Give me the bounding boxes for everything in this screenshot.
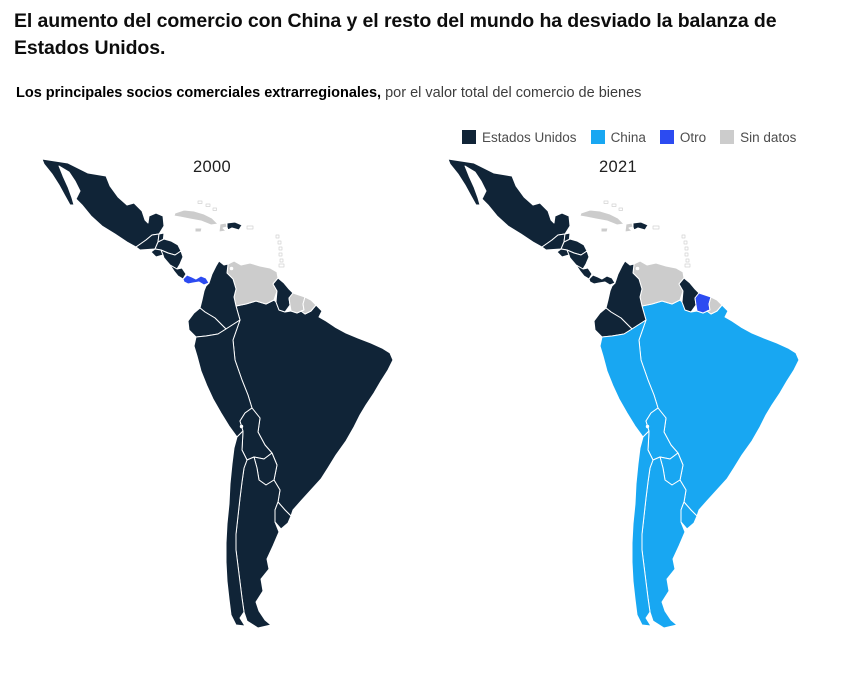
country-suriname-2021 [694, 292, 712, 314]
country-panama-2021 [588, 274, 616, 286]
map-year-label-2000: 2000 [193, 158, 231, 176]
country-jamaica-2000 [194, 227, 203, 233]
choropleth-map-2021 [447, 158, 800, 629]
legend-label-china: China [610, 129, 646, 145]
country-chile-2000 [225, 430, 248, 627]
country-uruguay-2021 [680, 501, 698, 530]
country-dominican_republic-2021 [632, 221, 649, 231]
country-haiti-2021 [624, 222, 634, 233]
country-trinidad_tobago-2021 [684, 263, 691, 268]
country-uruguay-2000 [274, 501, 292, 530]
country-costa_rica-2021 [575, 264, 593, 280]
lake-titicaca-2021 [645, 424, 650, 429]
country-mexico-2000 [41, 158, 165, 248]
country-el_salvador-2000 [150, 248, 164, 258]
country-peru-2000 [193, 319, 253, 438]
country-lesser_antilles-2021 [681, 234, 690, 263]
country-nicaragua-2000 [160, 249, 184, 270]
chart-subtitle: Los principales socios comerciales extra… [16, 84, 836, 103]
legend-item-estados-unidos: Estados Unidos [462, 130, 577, 145]
country-guyana-2000 [272, 277, 294, 313]
legend-label-sin-datos: Sin datos [740, 129, 797, 145]
country-colombia-2021 [605, 260, 647, 330]
chart-subtitle-bold: Los principales socios comerciales extra… [16, 85, 382, 101]
country-puerto_rico-2000 [246, 225, 254, 230]
country-haiti-2000 [218, 222, 228, 233]
country-trinidad_tobago-2000 [278, 263, 285, 268]
country-jamaica-2021 [600, 227, 609, 233]
lake-maracaibo-2021 [635, 266, 640, 271]
country-mexico-2021 [447, 158, 571, 248]
legend-swatch-otro [659, 130, 674, 144]
chart-subtitle-rest: por el valor total del comercio de biene… [381, 85, 642, 101]
choropleth-map-2000 [41, 158, 394, 629]
legend: Estados Unidos China Otro Sin datos [462, 128, 796, 146]
legend-swatch-sin-datos [720, 130, 735, 144]
country-french_guiana-2021 [706, 296, 723, 315]
country-panama-2000 [182, 274, 210, 286]
country-costa_rica-2000 [169, 264, 187, 280]
map-year-label-2021: 2021 [599, 158, 637, 176]
legend-item-otro: Otro [659, 129, 707, 145]
country-puerto_rico-2021 [652, 225, 660, 230]
lake-maracaibo-2000 [229, 266, 234, 271]
country-bahamas-2000 [197, 200, 217, 211]
chart-title: El aumento del comercio con China y el r… [14, 10, 777, 60]
country-el_salvador-2021 [556, 248, 570, 258]
legend-swatch-china [590, 130, 605, 144]
country-peru-2021 [599, 319, 659, 438]
legend-label-estados-unidos: Estados Unidos [482, 129, 577, 145]
country-suriname-2000 [288, 292, 306, 314]
country-cuba-2000 [173, 209, 219, 226]
country-dominican_republic-2000 [226, 221, 243, 231]
country-guyana-2021 [678, 277, 700, 313]
country-chile-2021 [631, 430, 654, 627]
country-cuba-2021 [579, 209, 625, 226]
legend-swatch-estados-unidos [462, 130, 476, 144]
country-bahamas-2021 [603, 200, 623, 211]
country-lesser_antilles-2000 [275, 234, 284, 263]
legend-label-otro: Otro [679, 129, 707, 145]
lake-titicaca-2000 [239, 424, 244, 429]
country-colombia-2000 [199, 260, 241, 330]
country-nicaragua-2021 [566, 249, 590, 270]
legend-item-sin-datos: Sin datos [720, 130, 796, 145]
map-panel-2021: 2021 [436, 150, 852, 630]
legend-item-china: China [590, 129, 646, 145]
country-french_guiana-2000 [300, 296, 317, 315]
map-panel-2000: 2000 [30, 150, 450, 630]
